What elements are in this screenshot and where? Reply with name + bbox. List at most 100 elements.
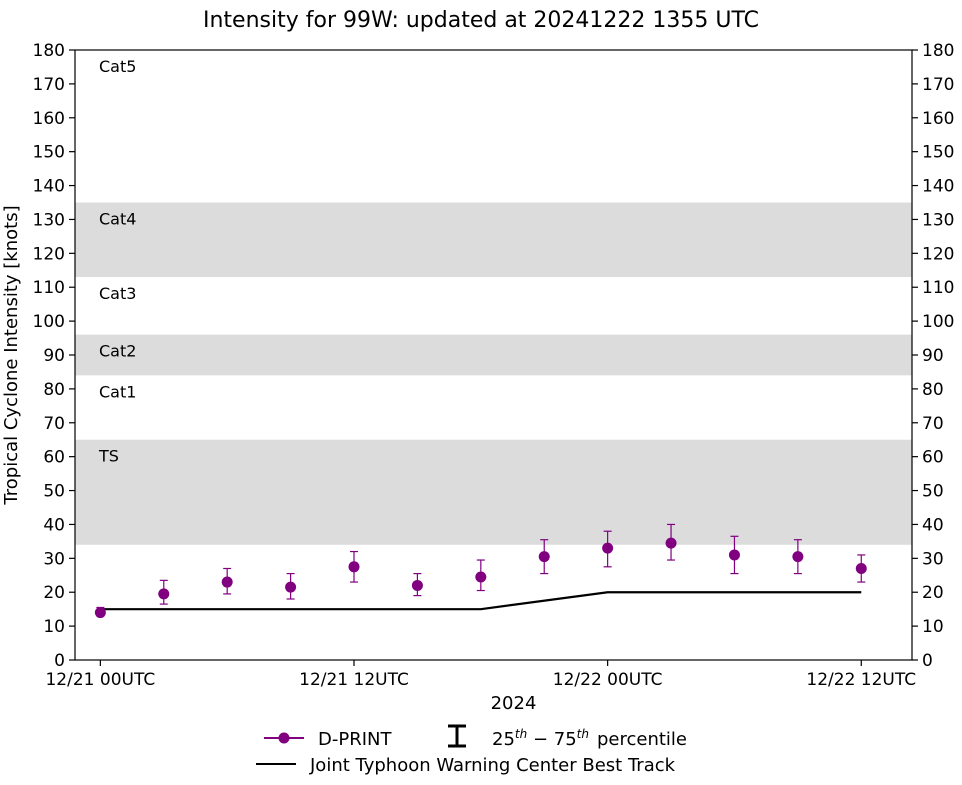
y-tick-label-left: 80: [43, 380, 65, 400]
y-tick-label-left: 60: [43, 448, 65, 468]
dprint-point: [855, 554, 867, 583]
dprint-marker: [221, 576, 233, 588]
dprint-series: [94, 523, 867, 619]
dprint-marker: [538, 551, 550, 563]
dprint-point: [221, 567, 233, 595]
y-tick-label-right: 70: [922, 414, 944, 434]
best-track-series: [100, 591, 862, 611]
dprint-point: [665, 523, 677, 561]
legend: D-PRINT 25th − 75th percentile Joint Typh…: [256, 724, 687, 776]
legend-dprint-marker: [278, 732, 290, 744]
dprint-marker: [285, 581, 297, 593]
y-tick-label-left: 20: [43, 583, 65, 603]
dprint-marker: [728, 549, 740, 561]
dprint-point: [285, 572, 297, 600]
y-tick-label-right: 30: [922, 549, 944, 569]
y-tick-label-left: 90: [43, 346, 65, 366]
y-tick-label-left: 30: [43, 549, 65, 569]
y-tick-label-right: 170: [922, 75, 954, 95]
y-axis-label: Tropical Cyclone Intensity [knots]: [1, 205, 22, 505]
band-label-ts: TS: [98, 447, 119, 466]
y-tick-label-right: 130: [922, 210, 954, 230]
y-tick-label-right: 90: [922, 346, 944, 366]
y-tick-label-left: 180: [33, 41, 65, 61]
dprint-point: [94, 606, 106, 619]
y-tick-label-left: 10: [43, 617, 65, 637]
legend-pct-word: percentile: [597, 729, 687, 750]
dprint-point: [792, 539, 804, 575]
y-tick-label-left: 140: [33, 177, 65, 197]
dprint-point: [475, 559, 487, 592]
legend-pct-sup-2: th: [577, 727, 589, 741]
y-tick-label-right: 150: [922, 143, 954, 163]
dprint-marker: [348, 561, 360, 573]
y-tick-label-left: 170: [33, 75, 65, 95]
y-tick-label-right: 10: [922, 617, 944, 637]
dprint-marker: [475, 571, 487, 583]
y-tick-label-right: 100: [922, 312, 954, 332]
dprint-marker: [855, 563, 867, 574]
dprint-marker: [158, 588, 170, 600]
band-label-cat1: Cat1: [99, 382, 136, 401]
dprint-point: [411, 572, 423, 597]
dprint-point: [348, 550, 360, 583]
y-tick-label-right: 80: [922, 380, 944, 400]
y-tick-label-right: 50: [922, 482, 944, 502]
legend-pct-high: 75: [554, 729, 577, 750]
x-tick-label: 12/22 12UTC: [806, 670, 916, 690]
legend-pct-dash: −: [527, 729, 554, 750]
legend-percentile-label: 25th − 75th percentile: [492, 727, 687, 750]
x-axis: 12/21 00UTC 12/21 12UTC 12/22 00UTC 12/22 1…: [45, 660, 916, 690]
y-tick-label-right: 120: [922, 244, 954, 264]
x-tick-label: 12/22 00UTC: [553, 670, 663, 690]
dprint-point: [602, 530, 614, 568]
band-ts: [75, 439, 912, 545]
legend-pct-sup-1: th: [515, 727, 527, 741]
y-tick-label-right: 0: [922, 651, 933, 671]
y-tick-label-left: 160: [33, 109, 65, 129]
y-tick-label-left: 150: [33, 143, 65, 163]
y-axis-left: 0 10 20 30 40 50 60 70 80 90 100 110 120 130 140 150 160…: [33, 41, 75, 671]
x-tick-label: 12/21 00UTC: [45, 670, 155, 690]
y-tick-label-right: 20: [922, 583, 944, 603]
y-tick-label-right: 180: [922, 41, 954, 61]
y-tick-label-right: 110: [922, 278, 954, 298]
y-tick-label-right: 60: [922, 448, 944, 468]
dprint-marker: [602, 542, 614, 554]
dprint-marker: [411, 579, 423, 591]
dprint-point: [728, 535, 740, 575]
x-tick-label: 12/21 12UTC: [299, 670, 409, 690]
y-tick-label-left: 0: [54, 651, 65, 671]
category-bands: Cat5 Cat4 Cat3 Cat2 Cat1 TS: [75, 57, 912, 545]
y-tick-label-right: 140: [922, 177, 954, 197]
band-label-cat3: Cat3: [99, 284, 136, 303]
chart-title: Intensity for 99W: updated at 20241222 1…: [203, 8, 759, 33]
legend-errorbar-icon: [448, 724, 466, 748]
y-tick-label-left: 100: [33, 312, 65, 332]
legend-pct-low: 25: [492, 729, 515, 750]
legend-dprint-label: D-PRINT: [318, 729, 392, 750]
y-tick-label-right: 40: [922, 515, 944, 535]
band-label-cat5: Cat5: [99, 57, 136, 76]
y-tick-label-left: 110: [33, 278, 65, 298]
band-cat4: [75, 202, 912, 278]
dprint-point: [158, 579, 170, 605]
y-tick-label-left: 70: [43, 414, 65, 434]
band-cat2: [75, 334, 912, 376]
band-label-cat4: Cat4: [99, 210, 136, 229]
band-label-cat2: Cat2: [99, 342, 136, 361]
x-axis-label: 2024: [491, 693, 537, 714]
best-track-line: [100, 591, 862, 611]
y-tick-label-left: 120: [33, 244, 65, 264]
dprint-marker: [94, 607, 106, 619]
y-tick-label-left: 130: [33, 210, 65, 230]
y-tick-label-right: 160: [922, 109, 954, 129]
legend-best-track-label: Joint Typhoon Warning Center Best Track: [309, 755, 676, 776]
y-tick-label-left: 50: [43, 482, 65, 502]
dprint-point: [538, 539, 550, 575]
y-tick-label-left: 40: [43, 515, 65, 535]
dprint-marker: [792, 551, 804, 563]
dprint-marker: [665, 537, 677, 549]
y-axis-right: 0 10 20 30 40 50 60 70 80 90 100 110 120 130 140 150 160…: [912, 41, 954, 671]
